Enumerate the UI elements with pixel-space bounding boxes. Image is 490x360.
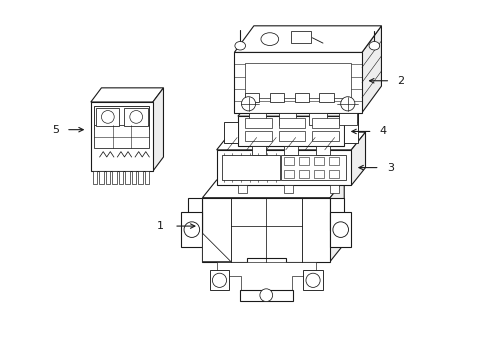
- Bar: [279, 131, 305, 141]
- Bar: [309, 113, 326, 125]
- Bar: [281, 155, 346, 180]
- Bar: [238, 185, 247, 193]
- Bar: [303, 270, 323, 290]
- Bar: [294, 93, 309, 102]
- Bar: [245, 93, 259, 102]
- Ellipse shape: [333, 222, 348, 238]
- Polygon shape: [217, 261, 316, 290]
- Polygon shape: [330, 212, 351, 247]
- Polygon shape: [217, 132, 366, 150]
- Polygon shape: [344, 99, 358, 146]
- Bar: [314, 170, 324, 177]
- Polygon shape: [202, 233, 231, 261]
- Bar: [279, 118, 305, 127]
- Ellipse shape: [212, 273, 226, 287]
- Bar: [329, 157, 339, 165]
- Bar: [222, 155, 280, 180]
- Text: 3: 3: [387, 163, 394, 172]
- Bar: [125, 171, 130, 184]
- Bar: [105, 171, 110, 184]
- Ellipse shape: [130, 111, 143, 123]
- Polygon shape: [234, 53, 362, 113]
- Ellipse shape: [369, 41, 380, 50]
- Ellipse shape: [306, 273, 320, 287]
- Ellipse shape: [260, 289, 272, 302]
- Bar: [339, 113, 357, 125]
- Bar: [96, 108, 119, 126]
- Polygon shape: [202, 198, 330, 261]
- Polygon shape: [91, 88, 164, 102]
- Bar: [93, 171, 97, 184]
- Bar: [240, 290, 293, 301]
- Polygon shape: [91, 102, 153, 171]
- Bar: [210, 270, 229, 290]
- Bar: [145, 171, 149, 184]
- Bar: [245, 63, 351, 99]
- Ellipse shape: [101, 111, 114, 123]
- Bar: [291, 31, 311, 43]
- Ellipse shape: [242, 97, 256, 111]
- Ellipse shape: [235, 41, 245, 50]
- Bar: [329, 170, 339, 177]
- Text: 1: 1: [156, 221, 164, 231]
- Bar: [284, 146, 298, 155]
- Bar: [284, 157, 294, 165]
- Bar: [299, 157, 309, 165]
- Polygon shape: [330, 198, 344, 230]
- Bar: [245, 118, 271, 127]
- Bar: [99, 171, 104, 184]
- Polygon shape: [238, 116, 344, 146]
- Bar: [248, 113, 266, 125]
- Bar: [245, 131, 271, 141]
- Polygon shape: [181, 212, 202, 247]
- Bar: [95, 125, 149, 148]
- Bar: [314, 157, 324, 165]
- Polygon shape: [344, 122, 358, 143]
- Bar: [312, 131, 339, 141]
- Bar: [284, 185, 293, 193]
- Bar: [124, 108, 147, 126]
- Ellipse shape: [184, 222, 199, 238]
- Ellipse shape: [261, 33, 279, 45]
- Bar: [95, 105, 149, 129]
- Bar: [112, 171, 117, 184]
- Bar: [319, 93, 334, 102]
- Bar: [132, 171, 136, 184]
- Polygon shape: [153, 88, 164, 171]
- Text: 5: 5: [52, 125, 59, 135]
- Bar: [138, 171, 143, 184]
- Bar: [284, 170, 294, 177]
- Bar: [119, 171, 123, 184]
- Bar: [312, 118, 339, 127]
- Polygon shape: [238, 99, 358, 116]
- Bar: [252, 146, 266, 155]
- Polygon shape: [362, 26, 381, 113]
- Polygon shape: [202, 180, 344, 198]
- Polygon shape: [247, 293, 286, 301]
- Bar: [316, 146, 330, 155]
- Bar: [270, 93, 284, 102]
- Text: 2: 2: [397, 76, 405, 86]
- Text: 4: 4: [380, 126, 387, 136]
- Ellipse shape: [341, 97, 355, 111]
- Bar: [299, 170, 309, 177]
- Polygon shape: [217, 150, 351, 185]
- Bar: [279, 113, 296, 125]
- Polygon shape: [188, 198, 202, 230]
- Bar: [330, 185, 339, 193]
- Polygon shape: [224, 122, 238, 143]
- Polygon shape: [330, 180, 344, 261]
- Polygon shape: [351, 132, 366, 185]
- Bar: [247, 258, 286, 293]
- Polygon shape: [234, 26, 381, 53]
